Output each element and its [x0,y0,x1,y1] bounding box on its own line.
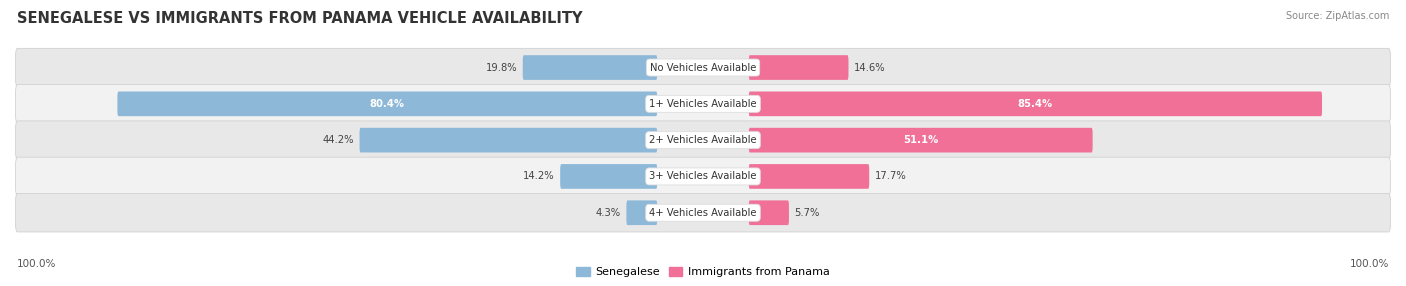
Legend: Senegalese, Immigrants from Panama: Senegalese, Immigrants from Panama [572,263,834,282]
FancyBboxPatch shape [749,55,848,80]
Text: SENEGALESE VS IMMIGRANTS FROM PANAMA VEHICLE AVAILABILITY: SENEGALESE VS IMMIGRANTS FROM PANAMA VEH… [17,11,582,26]
Text: Source: ZipAtlas.com: Source: ZipAtlas.com [1285,11,1389,21]
FancyBboxPatch shape [749,200,789,225]
Text: 51.1%: 51.1% [903,135,938,145]
FancyBboxPatch shape [15,48,1391,87]
Text: 4.3%: 4.3% [596,208,620,218]
Text: 1+ Vehicles Available: 1+ Vehicles Available [650,99,756,109]
FancyBboxPatch shape [117,92,657,116]
FancyBboxPatch shape [15,85,1391,123]
Text: 19.8%: 19.8% [485,63,517,73]
FancyBboxPatch shape [15,194,1391,232]
FancyBboxPatch shape [15,121,1391,159]
FancyBboxPatch shape [360,128,657,152]
Text: 17.7%: 17.7% [875,171,907,181]
Text: 14.6%: 14.6% [855,63,886,73]
Text: No Vehicles Available: No Vehicles Available [650,63,756,73]
Text: 2+ Vehicles Available: 2+ Vehicles Available [650,135,756,145]
Text: 4+ Vehicles Available: 4+ Vehicles Available [650,208,756,218]
Text: 100.0%: 100.0% [1350,259,1389,269]
Text: 80.4%: 80.4% [370,99,405,109]
Text: 5.7%: 5.7% [794,208,820,218]
Text: 3+ Vehicles Available: 3+ Vehicles Available [650,171,756,181]
FancyBboxPatch shape [749,128,1092,152]
FancyBboxPatch shape [749,92,1322,116]
FancyBboxPatch shape [523,55,657,80]
Text: 14.2%: 14.2% [523,171,554,181]
FancyBboxPatch shape [560,164,657,189]
FancyBboxPatch shape [15,157,1391,196]
FancyBboxPatch shape [627,200,657,225]
Text: 100.0%: 100.0% [17,259,56,269]
Text: 85.4%: 85.4% [1018,99,1053,109]
Text: 44.2%: 44.2% [322,135,354,145]
FancyBboxPatch shape [749,164,869,189]
